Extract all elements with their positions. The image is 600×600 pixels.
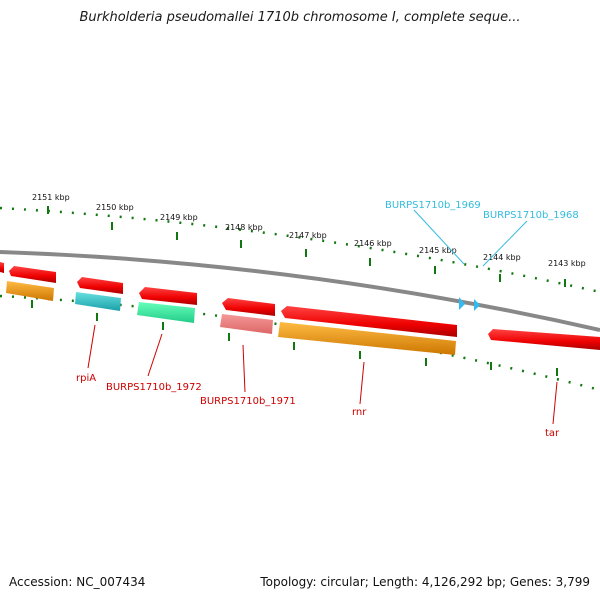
gene-arrow[interactable] <box>488 329 600 350</box>
map-title: Burkholderia pseudomallei 1710b chromoso… <box>79 10 521 25</box>
cds-block[interactable] <box>278 322 456 355</box>
gene-label-rpiA[interactable]: rpiA <box>76 373 96 384</box>
accession-text: Accession: NC_007434 <box>9 575 146 589</box>
outer-major-ticks <box>47 206 566 287</box>
kbp-label: 2145 kbp <box>419 246 457 255</box>
gene-label-burps1710b-1972[interactable]: BURPS1710b_1972 <box>106 382 202 393</box>
gene-label-burps1710b-1968[interactable]: BURPS1710b_1968 <box>483 210 579 221</box>
gene-label-burps1710b-1971[interactable]: BURPS1710b_1971 <box>200 396 296 407</box>
kbp-label: 2148 kbp <box>225 223 263 232</box>
blue-markers <box>459 297 480 311</box>
kbp-label: 2149 kbp <box>160 213 198 222</box>
kbp-label: 2151 kbp <box>32 193 70 202</box>
marker[interactable] <box>474 299 480 311</box>
genome-summary: Topology: circular; Length: 4,126,292 bp… <box>260 575 590 589</box>
kbp-labels: 2151 kbp 2150 kbp 2149 kbp 2148 kbp 2147… <box>32 193 586 268</box>
inner-major-ticks <box>31 300 558 376</box>
label-leader-lines <box>87 324 558 425</box>
gene-arrow[interactable] <box>77 277 123 294</box>
gene-arrow[interactable] <box>139 287 197 305</box>
gene-label-burps1710b-1969[interactable]: BURPS1710b_1969 <box>385 200 481 211</box>
blue-leader-lines <box>413 209 528 267</box>
marker[interactable] <box>459 297 465 310</box>
gene-label-tar[interactable]: tar <box>545 428 560 439</box>
gene-arrow[interactable] <box>222 298 275 316</box>
cds-block[interactable] <box>75 292 121 311</box>
kbp-label: 2146 kbp <box>354 239 392 248</box>
kbp-label: 2150 kbp <box>96 203 134 212</box>
gene-arrow[interactable] <box>0 262 4 273</box>
outer-tick-track <box>0 206 600 294</box>
gene-arrow[interactable] <box>9 266 56 283</box>
kbp-label: 2147 kbp <box>289 231 327 240</box>
gene-label-rnr[interactable]: rnr <box>352 407 367 418</box>
kbp-label: 2143 kbp <box>548 259 586 268</box>
cds-block[interactable] <box>137 302 195 323</box>
cds-block[interactable] <box>220 314 273 334</box>
cds-block[interactable] <box>6 281 54 301</box>
gene-track-upper <box>0 262 600 350</box>
gene-arrow[interactable] <box>281 306 457 337</box>
kbp-label: 2144 kbp <box>483 253 521 262</box>
chromosome-backbone <box>0 250 600 332</box>
cds-track <box>6 281 456 355</box>
